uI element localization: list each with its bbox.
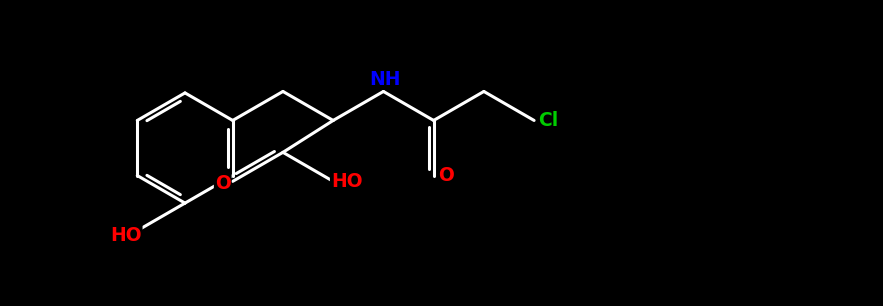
Text: NH: NH [370, 70, 401, 89]
Text: O: O [215, 174, 230, 193]
Text: Cl: Cl [538, 111, 558, 130]
Text: HO: HO [331, 172, 363, 191]
Text: O: O [438, 166, 454, 185]
Text: HO: HO [110, 226, 141, 245]
